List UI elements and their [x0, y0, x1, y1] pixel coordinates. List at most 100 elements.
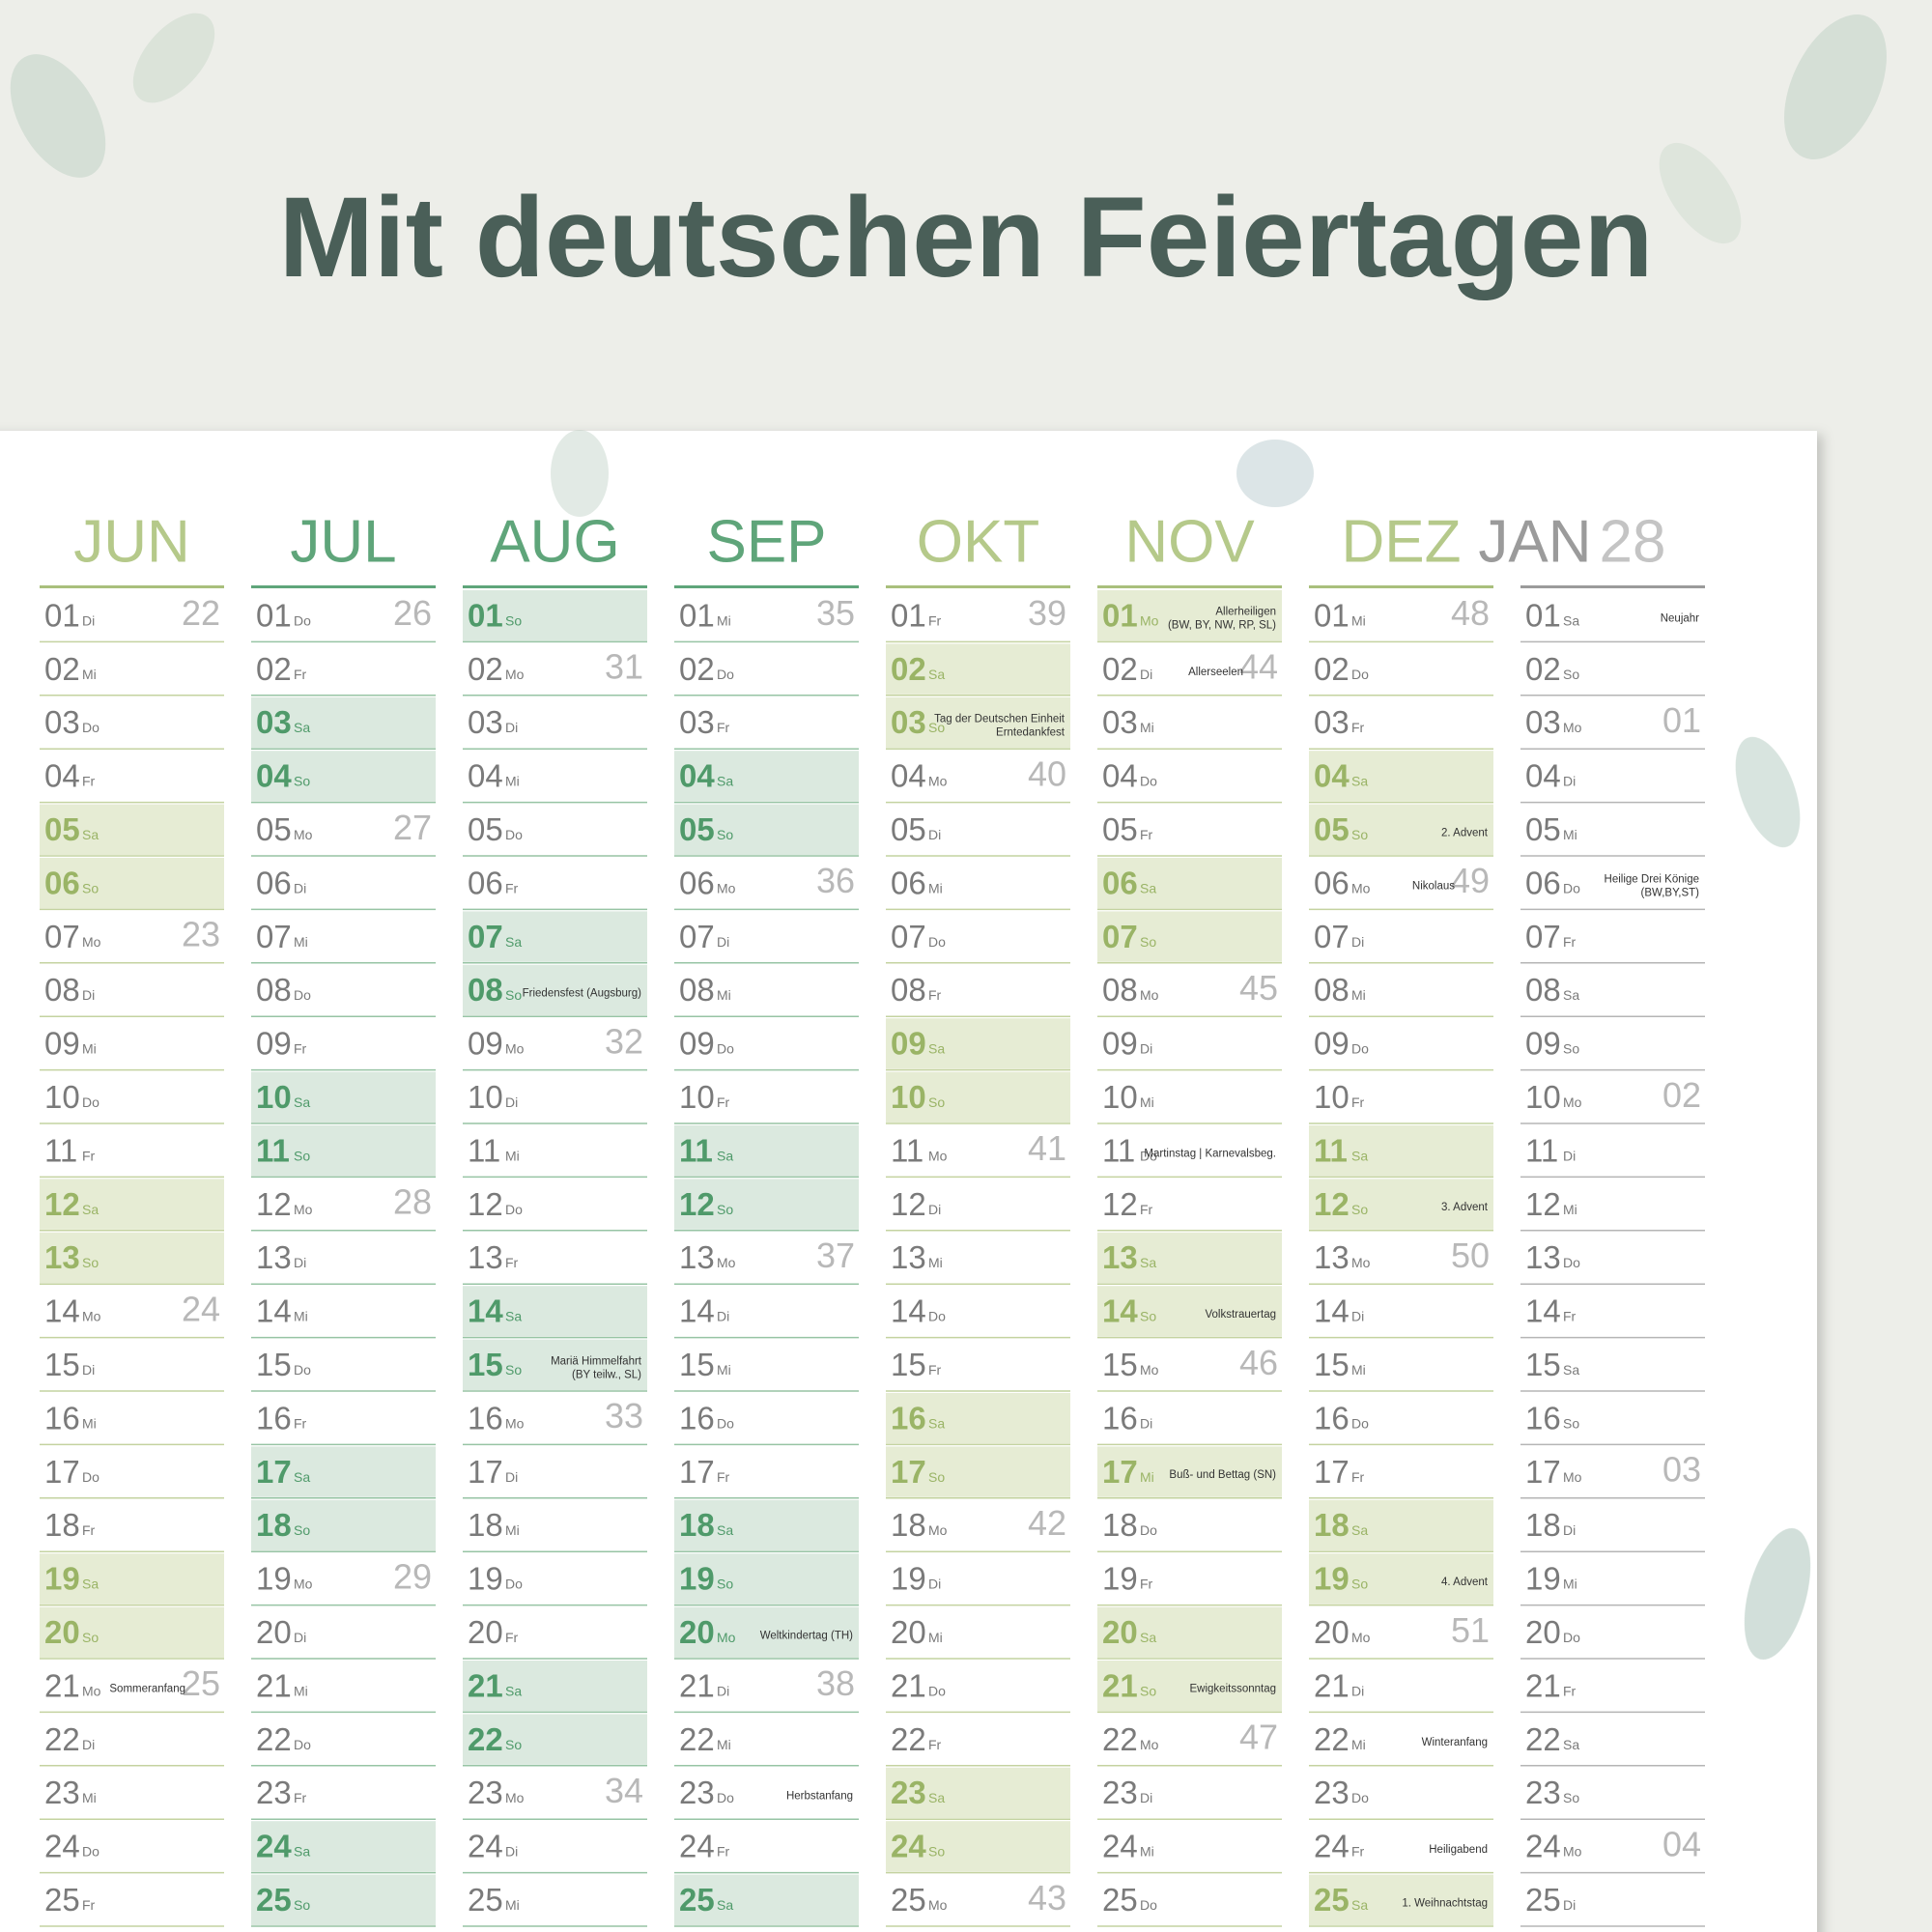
weekday: Mi [928, 1255, 943, 1270]
day-number: 05 [891, 811, 926, 847]
day-number: 04 [891, 758, 926, 794]
weekday: So [928, 720, 945, 735]
weekend-shade [886, 1821, 1070, 1872]
week-number: 31 [605, 647, 643, 687]
weekday: Fr [1563, 1309, 1577, 1324]
weekday: Fr [717, 1469, 730, 1485]
month-rule [251, 585, 436, 588]
weekend-shade [40, 1179, 224, 1230]
weekday: Do [82, 1844, 99, 1860]
week-number: 49 [1451, 861, 1490, 900]
weekday: Mi [717, 987, 731, 1003]
day-number: 12 [679, 1186, 715, 1222]
weekday: So [1563, 667, 1579, 682]
day-number: 08 [1102, 972, 1138, 1008]
weekday: Fr [928, 612, 942, 628]
weekday: Mi [82, 1041, 97, 1057]
holiday-note: 3. Advent [1441, 1202, 1489, 1213]
weekday: Mi [82, 1790, 97, 1805]
day-number: 22 [1102, 1721, 1138, 1757]
holiday-note: 4. Advent [1441, 1577, 1489, 1588]
week-number: 44 [1239, 647, 1278, 687]
day-number: 08 [256, 972, 292, 1008]
day-number: 16 [891, 1400, 926, 1435]
day-number: 05 [468, 811, 503, 847]
day-number: 08 [468, 972, 503, 1008]
day-number: 22 [1525, 1721, 1561, 1757]
weekday: So [717, 1202, 733, 1217]
weekday: Mo [928, 1897, 948, 1913]
week-number: 24 [182, 1289, 220, 1328]
weekday: So [928, 1844, 945, 1860]
month-rule [674, 585, 859, 588]
day-number: 11 [468, 1132, 500, 1168]
day-number: 21 [1525, 1667, 1561, 1703]
weekday: Di [1140, 1790, 1152, 1805]
day-number: 24 [468, 1829, 503, 1864]
day-number: 25 [468, 1882, 503, 1918]
day-number: 14 [679, 1293, 715, 1329]
weekday: Sa [294, 1094, 310, 1110]
weekend-shade [1309, 804, 1493, 855]
weekday: Di [505, 1844, 518, 1860]
weekday: Do [928, 1683, 946, 1698]
day-number: 16 [1102, 1400, 1138, 1435]
weekday: Fr [717, 1094, 730, 1110]
day-number: 09 [1525, 1026, 1561, 1062]
day-number: 16 [468, 1400, 503, 1435]
weekday: Fr [1351, 720, 1365, 735]
weekday: Di [1140, 667, 1152, 682]
weekday: Sa [717, 1148, 733, 1163]
weekend-shade [40, 1232, 224, 1284]
day-number: 14 [891, 1293, 926, 1329]
weekend-shade [463, 590, 647, 641]
weekday: Sa [294, 1469, 310, 1485]
week-number: 39 [1028, 593, 1066, 633]
day-number: 03 [256, 704, 292, 740]
day-number: 13 [891, 1239, 926, 1275]
weekday: Do [82, 1469, 99, 1485]
weekday: Di [717, 1683, 729, 1698]
day-number: 25 [679, 1882, 715, 1918]
weekday: Sa [82, 1577, 99, 1592]
week-number: 02 [1662, 1075, 1701, 1115]
weekday: Di [505, 1469, 518, 1485]
month-name: SEP [706, 508, 826, 575]
weekday: Sa [1563, 612, 1579, 628]
weekday: So [1140, 934, 1156, 950]
weekday: Fr [294, 1041, 307, 1057]
day-number: 10 [1314, 1079, 1350, 1115]
weekend-shade [1097, 1606, 1282, 1658]
day-number: 05 [1525, 811, 1561, 847]
day-number: 18 [468, 1507, 503, 1543]
day-number: 21 [679, 1667, 715, 1703]
week-number: 42 [1028, 1503, 1066, 1543]
day-number: 13 [256, 1239, 292, 1275]
day-number: 22 [44, 1721, 80, 1757]
weekend-shade [674, 1179, 859, 1230]
weekday: Di [505, 1094, 518, 1110]
week-number: 25 [182, 1663, 220, 1703]
weekday: Fr [717, 720, 730, 735]
day-number: 21 [256, 1667, 292, 1703]
holiday-note: Friedensfest (Augsburg) [523, 988, 642, 1000]
weekday: Mi [1351, 1737, 1366, 1752]
weekday: Sa [294, 720, 310, 735]
holiday-note: Herbstanfang [786, 1791, 853, 1803]
weekend-shade [251, 1499, 436, 1551]
day-number: 02 [679, 651, 715, 687]
day-number: 11 [891, 1132, 923, 1168]
weekday: Mi [717, 612, 731, 628]
weekday: Fr [1140, 1577, 1153, 1592]
weekday: So [505, 612, 522, 628]
day-number: 01 [1102, 597, 1138, 633]
weekday: Fr [1563, 934, 1577, 950]
holiday-note: Heiligabend [1429, 1844, 1488, 1856]
week-number: 26 [393, 593, 432, 633]
day-number: 24 [1102, 1829, 1138, 1864]
day-number: 03 [1102, 704, 1138, 740]
day-number: 22 [468, 1721, 503, 1757]
weekday: Mo [505, 667, 525, 682]
weekday: So [505, 1737, 522, 1752]
